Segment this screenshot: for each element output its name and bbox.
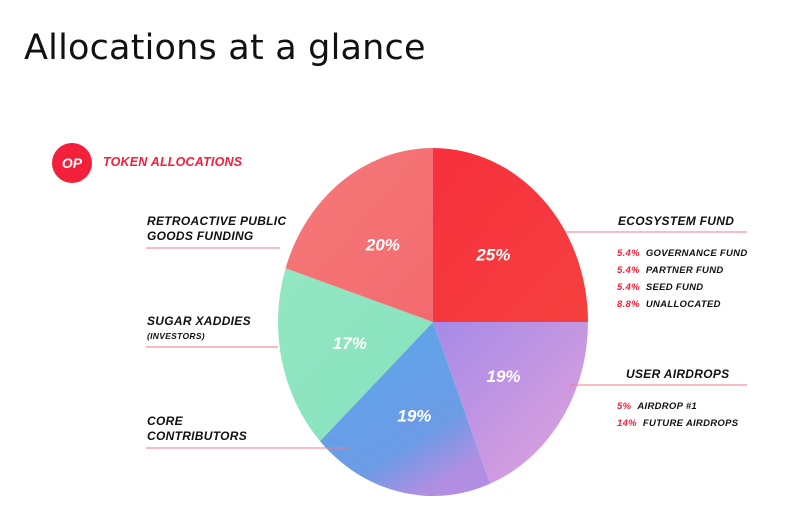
retro-label-line2: GOODS FUNDING: [147, 229, 254, 243]
breakdown-pct: 8.8%: [617, 299, 640, 310]
breakdown-pct: 5%: [617, 401, 632, 412]
breakdown-pct: 5.4%: [617, 248, 640, 259]
slice-value-label-retro: 20%: [365, 236, 400, 255]
breakdown-item: 5.4% SEED FUND: [617, 282, 703, 293]
pie-slice-ecosystem: [433, 148, 588, 322]
pie-slice-retro: [285, 148, 433, 322]
leader-lines: [146, 231, 747, 449]
sugar-label-sublabel: (INVESTORS): [147, 331, 205, 341]
label-user-airdrops: USER AIRDROPS: [626, 367, 730, 381]
label-sugar-xaddies: SUGAR XADDIES (INVESTORS): [147, 314, 251, 344]
label-retroactive-public-goods: RETROACTIVE PUBLIC GOODS FUNDING: [147, 214, 286, 244]
page-title: Allocations at a glance: [24, 28, 426, 68]
breakdown-label: UNALLOCATED: [645, 299, 721, 310]
slice-value-label-sugar: 17%: [333, 334, 367, 353]
slice-value-label-airdrop: 19%: [486, 367, 520, 386]
breakdown-label: FUTURE AIRDROPS: [642, 418, 739, 429]
breakdown-item: 5% AIRDROP #1: [617, 401, 697, 412]
breakdown-label: PARTNER FUND: [645, 265, 724, 276]
breakdown-item: 8.8% UNALLOCATED: [617, 299, 721, 310]
breakdown-pct: 5.4%: [617, 282, 640, 293]
op-badge-text: OP: [61, 155, 83, 171]
breakdown-pct: 14%: [617, 418, 637, 429]
breakdown-item: 5.4% GOVERNANCE FUND: [617, 248, 747, 259]
pie-slice-airdrop: [433, 322, 588, 484]
breakdown-item: 5.4% PARTNER FUND: [617, 265, 724, 276]
retro-label-line1: RETROACTIVE PUBLIC: [147, 214, 287, 228]
breakdown-item: 14% FUTURE AIRDROPS: [617, 418, 738, 429]
label-ecosystem-fund: ECOSYSTEM FUND: [618, 214, 735, 228]
op-logo-badge: OP: [52, 143, 92, 183]
core-label-line2: CONTRIBUTORS: [147, 429, 248, 443]
breakdown-label: AIRDROP #1: [637, 401, 698, 412]
core-label-line1: CORE: [147, 414, 183, 428]
pie-slice-sugar: [278, 268, 433, 442]
breakdown-label: SEED FUND: [645, 282, 704, 293]
slice-value-label-core: 19%: [397, 406, 431, 425]
breakdown-pct: 5.4%: [617, 265, 640, 276]
breakdown-label: GOVERNANCE FUND: [645, 248, 748, 259]
label-core-contributors: CORE CONTRIBUTORS: [147, 414, 247, 444]
sugar-label-line1: SUGAR XADDIES: [147, 314, 251, 328]
chart-title: TOKEN ALLOCATIONS: [103, 155, 243, 169]
pie-slice-core: [320, 322, 491, 496]
slice-value-label-ecosystem: 25%: [475, 245, 510, 264]
